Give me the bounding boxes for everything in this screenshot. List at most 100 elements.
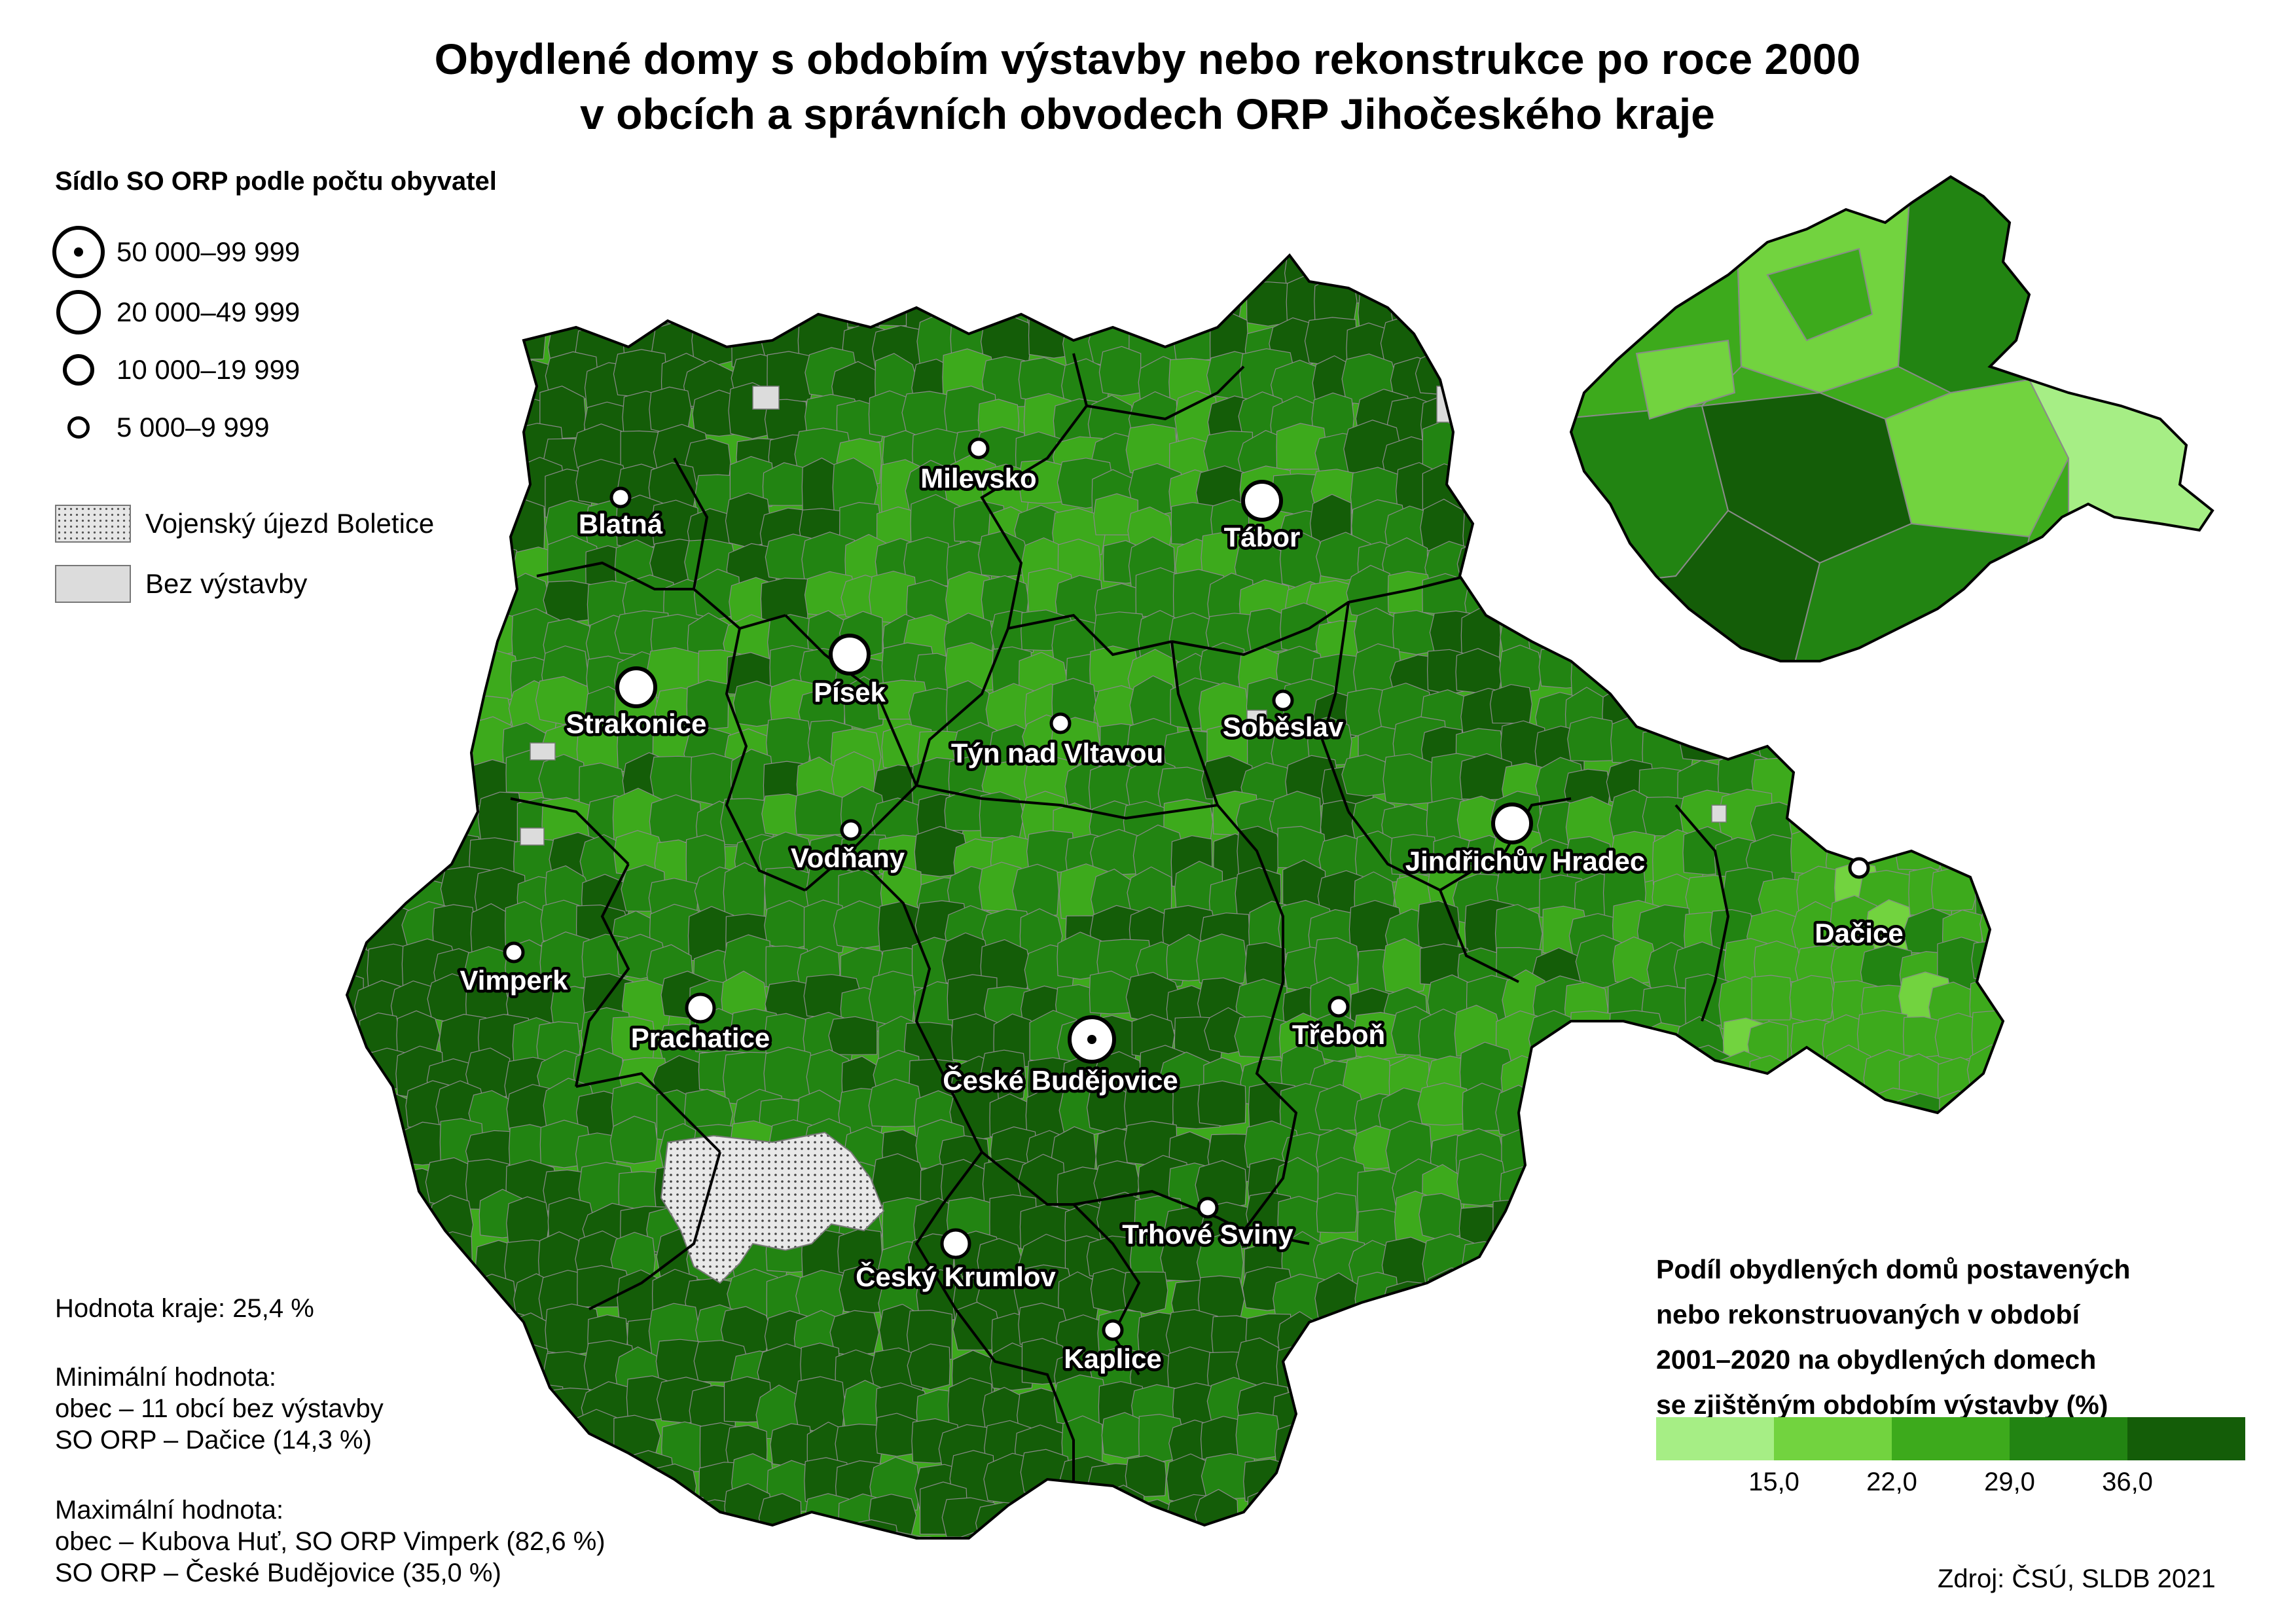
municipality-area [358,640,407,698]
municipality-area [426,1377,475,1422]
orp-boundary [850,850,983,1153]
municipality-area [1310,1409,1363,1460]
municipality-area [347,1124,381,1176]
orp-boundary [510,797,630,865]
municipality-area [1503,496,1559,545]
max-value-block: Maximální hodnota: obec – Kubova Huť, SO… [55,1494,605,1589]
municipality-area [1574,1498,1613,1538]
municipality-area [725,1534,768,1538]
municipality-area [1027,1524,1076,1538]
municipality-area [1134,1533,1185,1538]
municipality-area [1455,427,1502,474]
municipality-area [1612,1306,1659,1353]
municipality-area [353,275,404,325]
municipality-area [1500,1523,1551,1538]
municipality-area [1929,1168,1984,1218]
municipality-area [1501,327,1553,380]
municipality-area [1197,1080,1246,1127]
color-scale-tick: 29,0 [1984,1468,2035,1496]
municipality-area [1538,1500,1584,1538]
no-construction-area [1453,392,1468,420]
municipality-area [1313,1521,1362,1538]
city-label: Jindřichův Hradec [1405,846,1645,876]
municipality-area [398,385,445,433]
municipality-area [1645,1130,1703,1178]
municipality-area [835,255,889,294]
municipality-area [347,1195,378,1246]
municipality-area [1683,1494,1738,1538]
municipality-area [433,425,487,471]
color-scale-heading-line: nebo rekonstruovaných v období [1656,1299,2080,1329]
municipality-area [1390,1424,1436,1468]
municipality-area [1824,1086,1866,1140]
municipality-area [354,1314,401,1361]
municipality-area [1496,1276,1542,1318]
municipality-area [1529,1095,1574,1147]
municipality-area [1536,1415,1586,1456]
municipality-area [1562,546,1614,596]
municipality-area [347,757,373,816]
municipality-area [868,971,916,1026]
municipality-area [1466,1526,1516,1538]
municipality-area [1944,643,1993,690]
city-marker [1102,1319,1124,1341]
municipality-area [1576,1237,1625,1291]
municipality-area [1648,1194,1699,1246]
municipality-area [1866,1131,1923,1182]
municipality-area [1642,255,1697,302]
municipality-area [1902,1197,1954,1244]
municipality-area [1456,1153,1506,1206]
color-scale-tick: 15,0 [1748,1468,1799,1496]
city-marker [1241,480,1283,522]
municipality-area [2011,1168,2053,1217]
map-title: Obydlené domy s obdobím výstavby nebo re… [0,31,2295,141]
municipality-area [1641,640,1684,700]
orp-boundary [1073,1189,1310,1245]
municipality-area [1065,1531,1119,1538]
municipality-area [469,325,515,376]
municipality-area [1566,1266,1609,1310]
size-legend-heading: Sídlo SO ORP podle počtu obyvatel [55,167,497,196]
municipality-area [473,543,518,589]
municipality-area [1603,1165,1653,1222]
municipality-area [347,255,365,298]
municipality-area [435,385,487,431]
municipality-area [1199,1527,1251,1538]
municipality-area [367,1171,420,1222]
municipality-area [1058,1490,1113,1538]
municipality-area [1756,1124,1803,1176]
municipality-area [391,543,444,596]
municipality-area [1568,1456,1621,1506]
municipality-area [359,1236,416,1288]
municipality-area [1900,1496,1950,1538]
size-legend-label: 50 000–99 999 [117,236,300,267]
municipality-area [1604,1531,1657,1538]
municipality-area [347,1449,376,1500]
municipality-area [685,1528,740,1538]
municipality-area [395,683,444,729]
municipality-area [397,831,444,881]
municipality-area [653,286,697,330]
municipality-area [1528,359,1575,411]
municipality-area [1566,255,1623,295]
municipality-area [1417,1308,1464,1361]
municipality-area [1602,1379,1652,1426]
municipality-area [347,1164,380,1218]
municipality-area [1541,1386,1588,1432]
municipality-area [1752,1077,1803,1131]
municipality-area [353,568,401,626]
municipality-area [1098,346,1142,397]
municipality-area [1828,1119,1874,1163]
size-legend-item: 20 000–49 999 [46,286,300,338]
municipality-area [1612,1485,1657,1538]
municipality-area [2004,722,2053,773]
municipality-area [1430,280,1483,329]
municipality-area [1394,1306,1442,1361]
municipality-area [1530,533,1583,581]
inset-outline [1569,175,2214,662]
municipality-area [763,1047,814,1101]
color-scale-tick: 22,0 [1866,1468,1917,1496]
color-scale-heading: Podíl obydlených domů postavených nebo r… [1656,1247,2130,1428]
city-label: Týn nad Vltavou [951,738,1163,768]
municipality-area [393,359,446,412]
